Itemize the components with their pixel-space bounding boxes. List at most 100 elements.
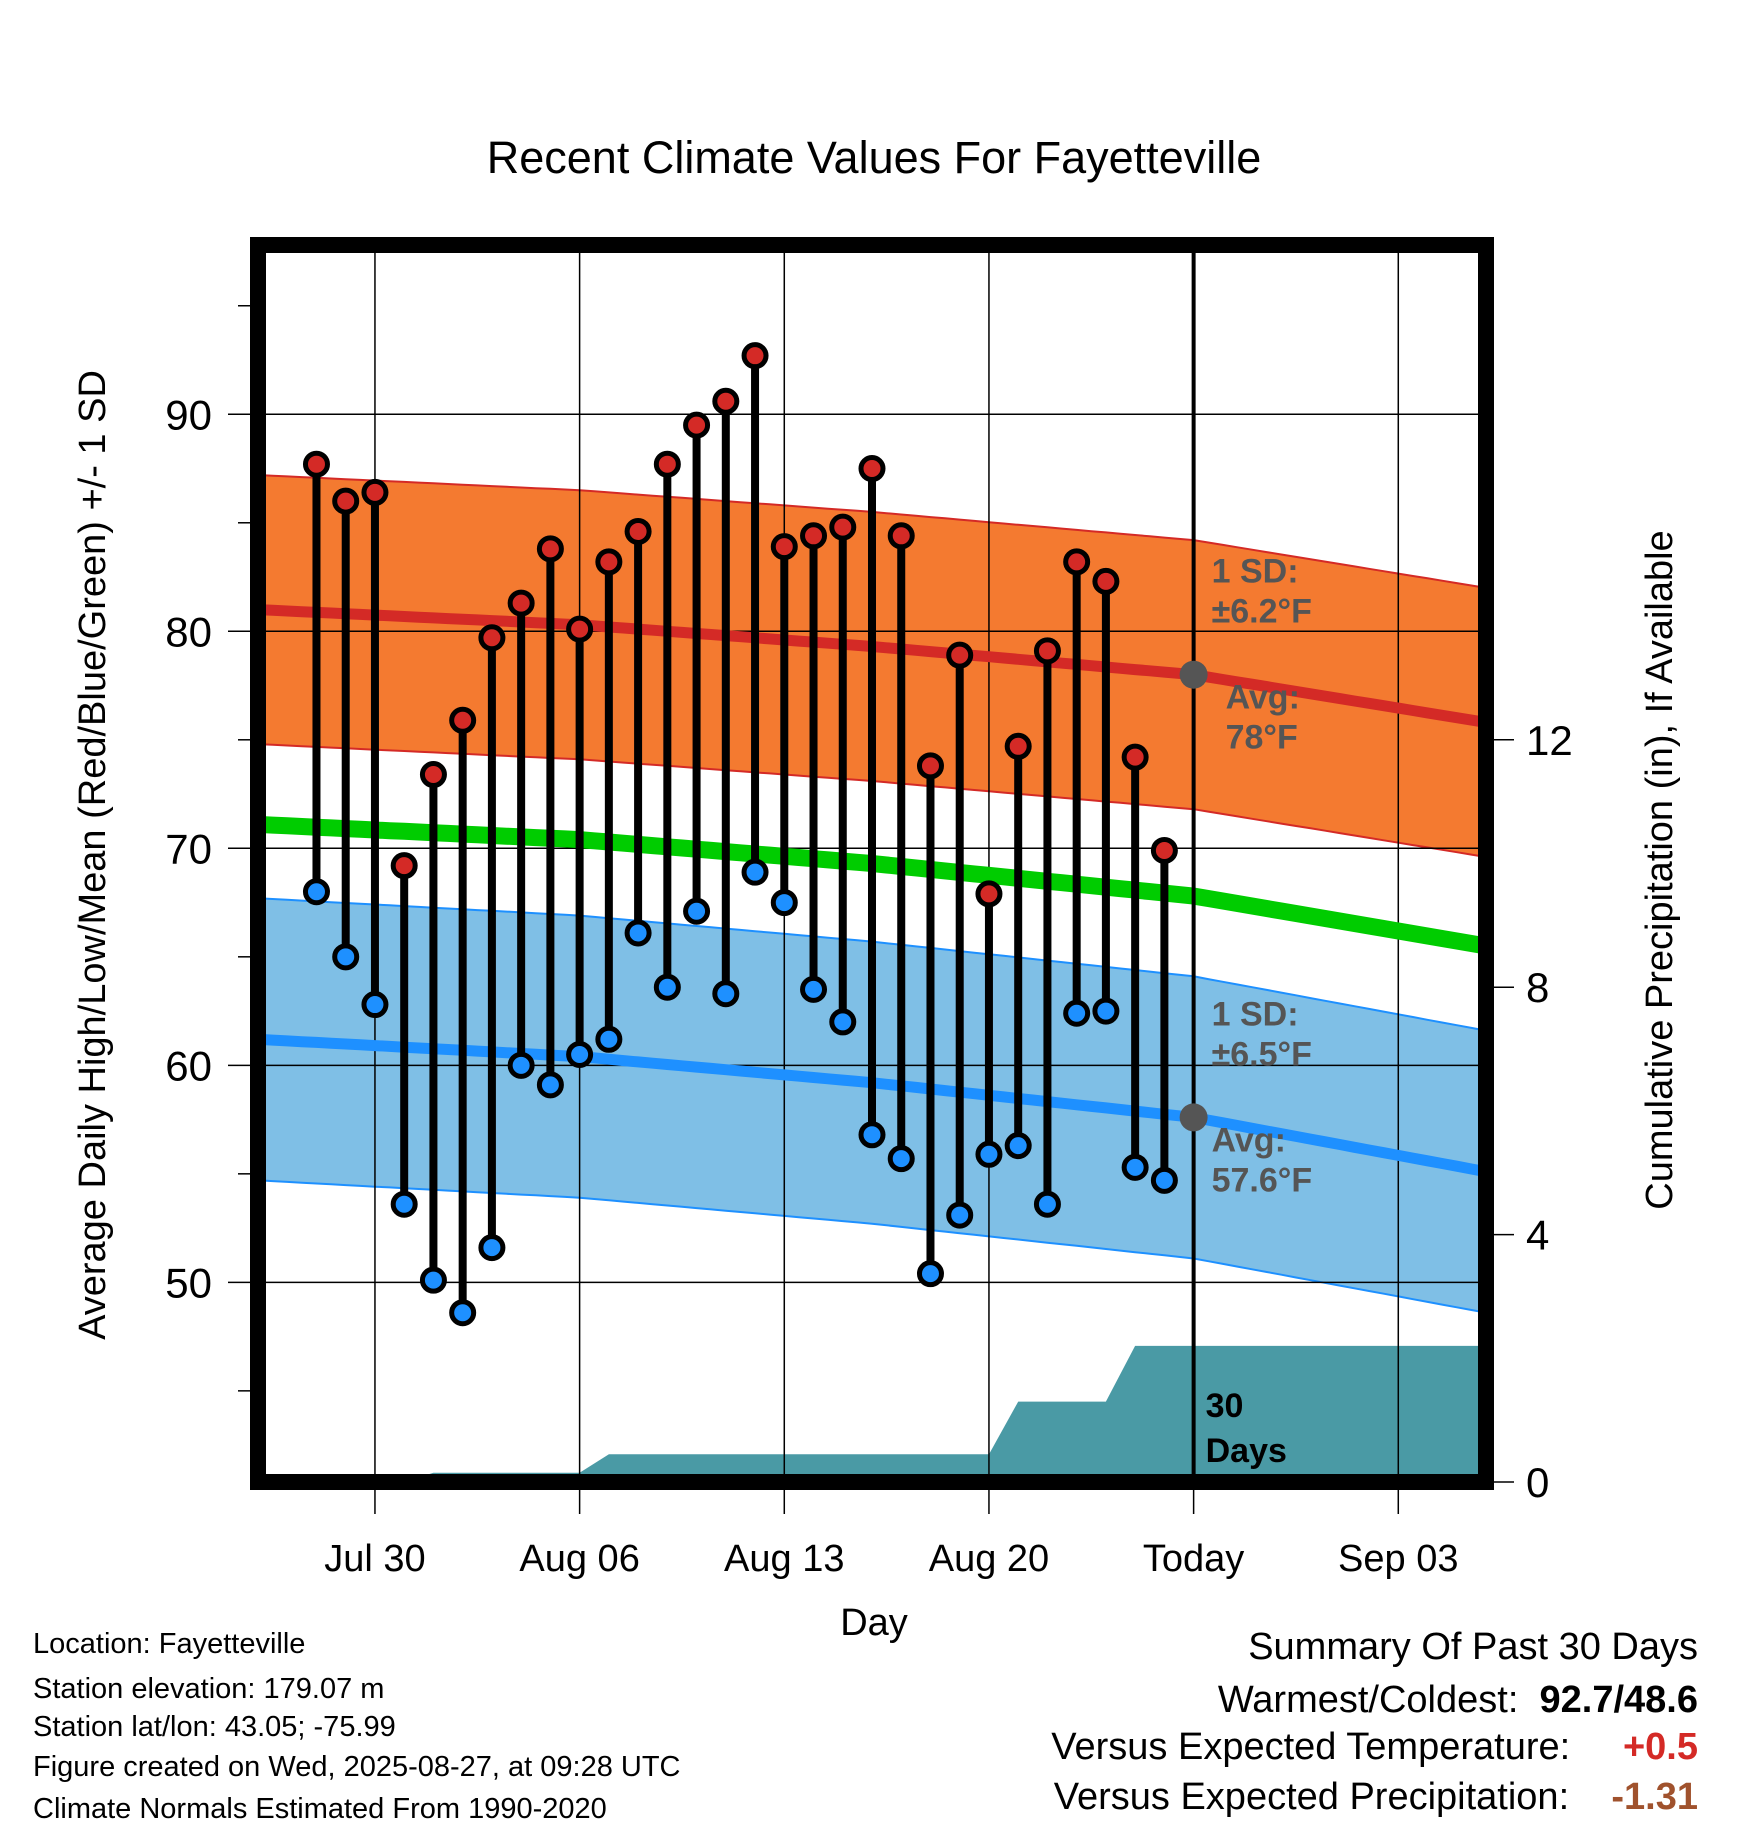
daily-high-point: [1121, 743, 1149, 771]
summary-warm-cold: Warmest/Coldest: 92.7/48.6: [1218, 1681, 1698, 1719]
daily-high-point: [1150, 836, 1178, 864]
temp-label: Versus Expected Temperature:: [1051, 1726, 1571, 1768]
daily-high-point: [770, 533, 798, 561]
daily-high-point: [1092, 567, 1120, 595]
daily-low-point: [1063, 999, 1091, 1027]
temp-value: +0.5: [1622, 1726, 1698, 1768]
daily-low-point: [712, 980, 740, 1008]
y-tick-label: 70: [165, 825, 212, 872]
summary-title: Summary Of Past 30 Days: [1248, 1626, 1698, 1668]
x-axis-title: Day: [840, 1602, 908, 1644]
created-text: Figure created on Wed, 2025-08-27, at 09…: [33, 1751, 681, 1783]
daily-high-point: [302, 450, 330, 478]
y2-tick-label: 8: [1526, 964, 1549, 1011]
summary-temp: Versus Expected Temperature: +0.5: [1051, 1728, 1698, 1766]
y2-tick-label: 4: [1526, 1212, 1549, 1259]
daily-low-point: [683, 897, 711, 925]
daily-low-point: [975, 1140, 1003, 1168]
precip-value: -1.31: [1611, 1776, 1698, 1818]
daily-high-point: [975, 880, 1003, 908]
daily-high-point: [624, 517, 652, 545]
daily-low-point: [946, 1201, 974, 1229]
daily-high-point: [946, 641, 974, 669]
plot-frame: [250, 237, 1494, 1490]
daily-low-point: [887, 1145, 915, 1173]
daily-high-point: [332, 487, 360, 515]
x-tick-label: Aug 20: [929, 1538, 1049, 1580]
daily-low-point: [566, 1040, 594, 1068]
y2-axis-title: Cumulative Precipitation (in), If Availa…: [1639, 530, 1681, 1209]
daily-high-point: [478, 624, 506, 652]
daily-low-point: [770, 889, 798, 917]
precip-days-label: Days: [1206, 1432, 1287, 1470]
warm-cold-label: Warmest/Coldest:: [1217, 1679, 1519, 1721]
daily-low-point: [829, 1008, 857, 1036]
elevation-text: Station elevation: 179.07 m: [33, 1673, 385, 1705]
daily-low-point: [858, 1121, 886, 1149]
summary-precip: Versus Expected Precipitation: -1.31: [1054, 1778, 1698, 1816]
daily-high-point: [1033, 637, 1061, 665]
daily-high-point: [683, 411, 711, 439]
daily-high-point: [858, 455, 886, 483]
today-high-normal-marker: [1179, 660, 1208, 689]
daily-high-point: [1004, 732, 1032, 760]
daily-low-point: [332, 943, 360, 971]
daily-high-point: [887, 522, 915, 550]
daily-low-point: [800, 975, 828, 1003]
daily-low-point: [478, 1234, 506, 1262]
y2-tick-label: 0: [1526, 1459, 1549, 1506]
normals-text: Climate Normals Estimated From 1990-2020: [33, 1793, 607, 1825]
daily-low-point: [741, 858, 769, 886]
daily-low-point: [1092, 997, 1120, 1025]
daily-high-point: [916, 752, 944, 780]
low-band-sd-value: ±6.5°F: [1212, 1035, 1312, 1073]
y-axis-title: Average Daily High/Low/Mean (Red/Blue/Gr…: [72, 370, 114, 1340]
daily-low-point: [1033, 1190, 1061, 1218]
precip-label: Versus Expected Precipitation:: [1053, 1776, 1570, 1818]
chart-title: Recent Climate Values For Fayetteville: [487, 132, 1261, 183]
latlon-text: Station lat/lon: 43.05; -75.99: [33, 1711, 396, 1743]
precip-days-label: 30: [1206, 1387, 1244, 1425]
daily-high-point: [712, 387, 740, 415]
daily-low-point: [536, 1071, 564, 1099]
x-tick-label: Today: [1143, 1538, 1244, 1580]
x-tick-label: Sep 03: [1338, 1538, 1458, 1580]
daily-high-point: [566, 615, 594, 643]
daily-high-point: [390, 852, 418, 880]
x-tick-label: Jul 30: [324, 1538, 425, 1580]
x-tick-label: Aug 13: [724, 1538, 844, 1580]
today-low-normal-marker: [1179, 1103, 1208, 1132]
daily-low-point: [1121, 1153, 1149, 1181]
daily-low-point: [624, 919, 652, 947]
high-band-sd-label: 1 SD:: [1212, 553, 1299, 591]
low-band-avg-value: 57.6°F: [1212, 1161, 1313, 1199]
y-tick-label: 60: [165, 1042, 212, 1089]
low-band-sd-label: 1 SD:: [1212, 995, 1299, 1033]
daily-low-point: [916, 1260, 944, 1288]
daily-high-point: [361, 478, 389, 506]
low-band-avg-label: Avg:: [1212, 1121, 1286, 1159]
daily-high-point: [800, 522, 828, 550]
daily-low-point: [1150, 1166, 1178, 1194]
y2-tick-label: 12: [1526, 717, 1573, 764]
daily-high-point: [741, 342, 769, 370]
daily-low-point: [302, 878, 330, 906]
daily-high-point: [653, 450, 681, 478]
y-tick-label: 50: [165, 1259, 212, 1306]
precip-area: [258, 1345, 1486, 1482]
high-band-avg-label: Avg:: [1226, 679, 1300, 717]
daily-low-point: [390, 1190, 418, 1218]
daily-high-point: [419, 761, 447, 789]
daily-high-point: [536, 535, 564, 563]
daily-low-point: [449, 1299, 477, 1327]
daily-high-point: [1063, 548, 1091, 576]
y-tick-label: 90: [165, 391, 212, 438]
daily-high-point: [595, 548, 623, 576]
daily-high-point: [507, 589, 535, 617]
y-tick-label: 80: [165, 608, 212, 655]
daily-high-point: [829, 513, 857, 541]
daily-high-point: [449, 706, 477, 734]
daily-low-point: [1004, 1132, 1032, 1160]
